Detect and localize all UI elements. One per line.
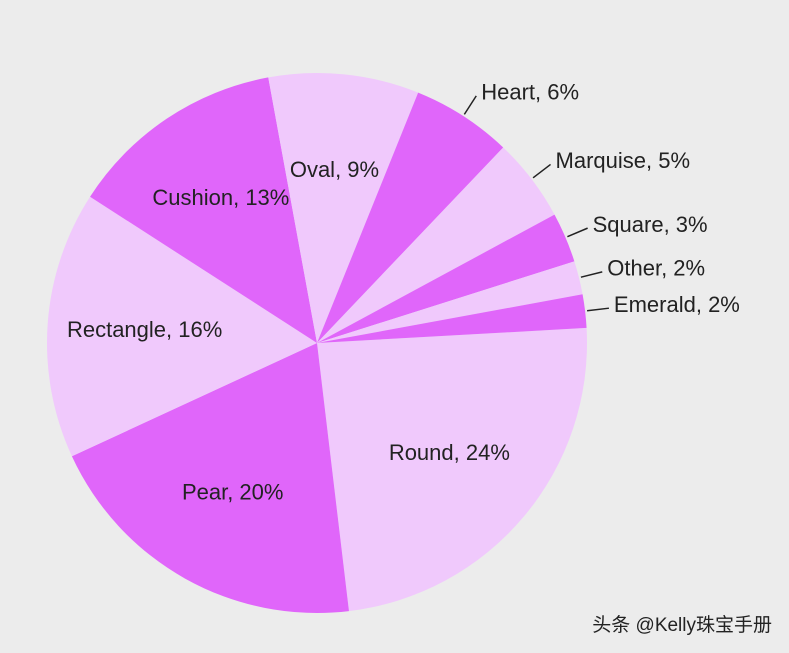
leader-line <box>580 271 603 278</box>
slice-label: Rectangle, 16% <box>67 317 222 342</box>
pie-slice <box>317 294 587 343</box>
pie-slice <box>90 77 317 343</box>
slice-label: Pear, 20% <box>182 480 284 505</box>
pie-slice <box>317 92 504 343</box>
pie-slice <box>317 147 555 343</box>
watermark: 头条 @Kelly珠宝手册 <box>592 614 772 636</box>
leader-line <box>586 307 610 312</box>
slice-label: Emerald, 2% <box>614 292 740 317</box>
pie-slice <box>317 261 583 343</box>
pie-slice <box>317 214 575 343</box>
slice-label: Cushion, 13% <box>152 185 289 210</box>
leader-line <box>463 95 477 115</box>
pie-slice <box>317 327 587 612</box>
pie-slice <box>268 73 419 343</box>
slice-label: Other, 2% <box>607 256 705 281</box>
pie-slice <box>46 196 317 457</box>
slice-label: Square, 3% <box>593 212 708 237</box>
slice-label: Round, 24% <box>389 440 510 465</box>
leader-line <box>567 227 588 238</box>
slice-label: Marquise, 5% <box>556 148 691 173</box>
slice-label: Heart, 6% <box>481 80 579 105</box>
slice-label: Oval, 9% <box>290 157 379 182</box>
leader-line <box>532 163 552 179</box>
pie-slice <box>71 343 349 614</box>
